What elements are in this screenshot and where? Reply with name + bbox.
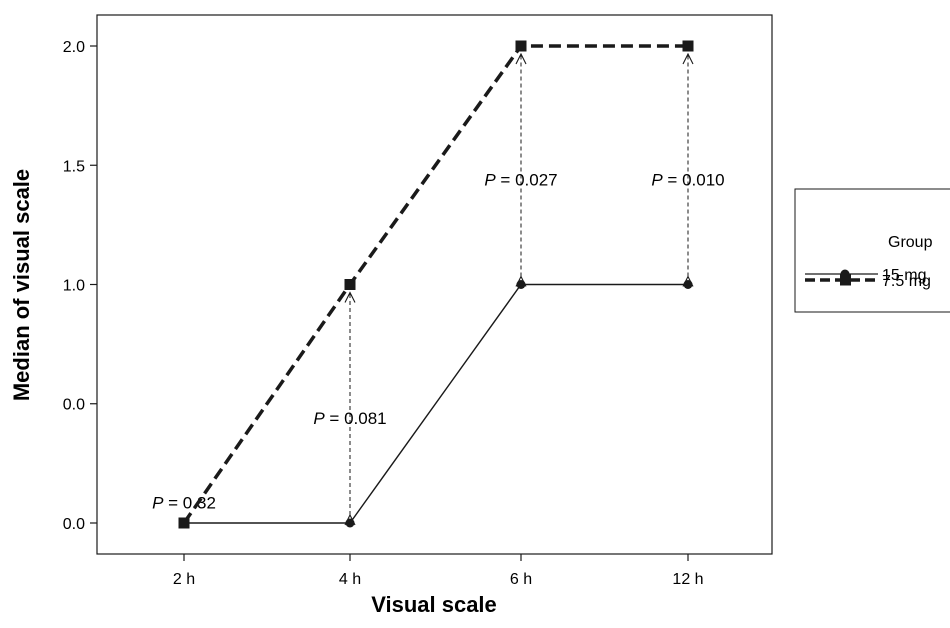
x-axis: 2 h 4 h 6 h 12 h [173, 554, 704, 588]
data-point-7-5mg [344, 279, 356, 290]
data-point-7-5mg [515, 40, 527, 52]
x-tick-label: 2 h [173, 571, 195, 588]
p-value-text: = 0.081 [325, 409, 387, 428]
p-value-label: P = 0.081 [313, 409, 386, 428]
p-symbol: P [152, 494, 164, 513]
legend-label: 15 mg [882, 267, 926, 284]
legend-title: Group [888, 234, 933, 251]
y-tick-label: 0.0 [63, 516, 85, 533]
y-axis: 0.0 0.0 1.0 1.5 2.0 [63, 39, 97, 533]
y-tick-label: 1.0 [63, 278, 85, 295]
series-line-7-5mg [182, 44, 688, 524]
y-tick-label: 1.5 [63, 158, 85, 175]
legend-box [794, 188, 950, 313]
data-point-7-5mg [178, 517, 190, 529]
legend-label: 7.5 mg [882, 273, 931, 290]
p-symbol: P [484, 171, 496, 190]
p-value-text: = 0.32 [163, 494, 215, 513]
series-line-15mg [184, 283, 688, 524]
data-point-15mg [516, 280, 526, 289]
p-symbol: P [651, 171, 663, 190]
x-tick-label: 4 h [339, 571, 361, 588]
p-value-label: P = 0.32 [152, 494, 216, 513]
y-axis-title: Median of visual scale [9, 169, 34, 401]
series [178, 40, 694, 529]
data-point-15mg [683, 280, 693, 289]
data-point-7-5mg [682, 40, 694, 52]
x-tick-label: 12 h [672, 571, 703, 588]
data-point-15mg [345, 518, 355, 528]
legend: Group 15 mg7.5 mg [794, 188, 950, 313]
x-axis-title: Visual scale [371, 592, 497, 617]
legend-marker [840, 274, 851, 286]
y-tick-label: 0.0 [63, 397, 85, 414]
p-value-text: = 0.010 [663, 171, 725, 190]
x-tick-label: 6 h [510, 571, 532, 588]
p-value-text: = 0.027 [496, 171, 558, 190]
p-value-label: P = 0.027 [484, 171, 557, 190]
p-value-label: P = 0.010 [651, 171, 724, 190]
y-tick-label: 2.0 [63, 39, 85, 56]
p-symbol: P [313, 409, 325, 428]
